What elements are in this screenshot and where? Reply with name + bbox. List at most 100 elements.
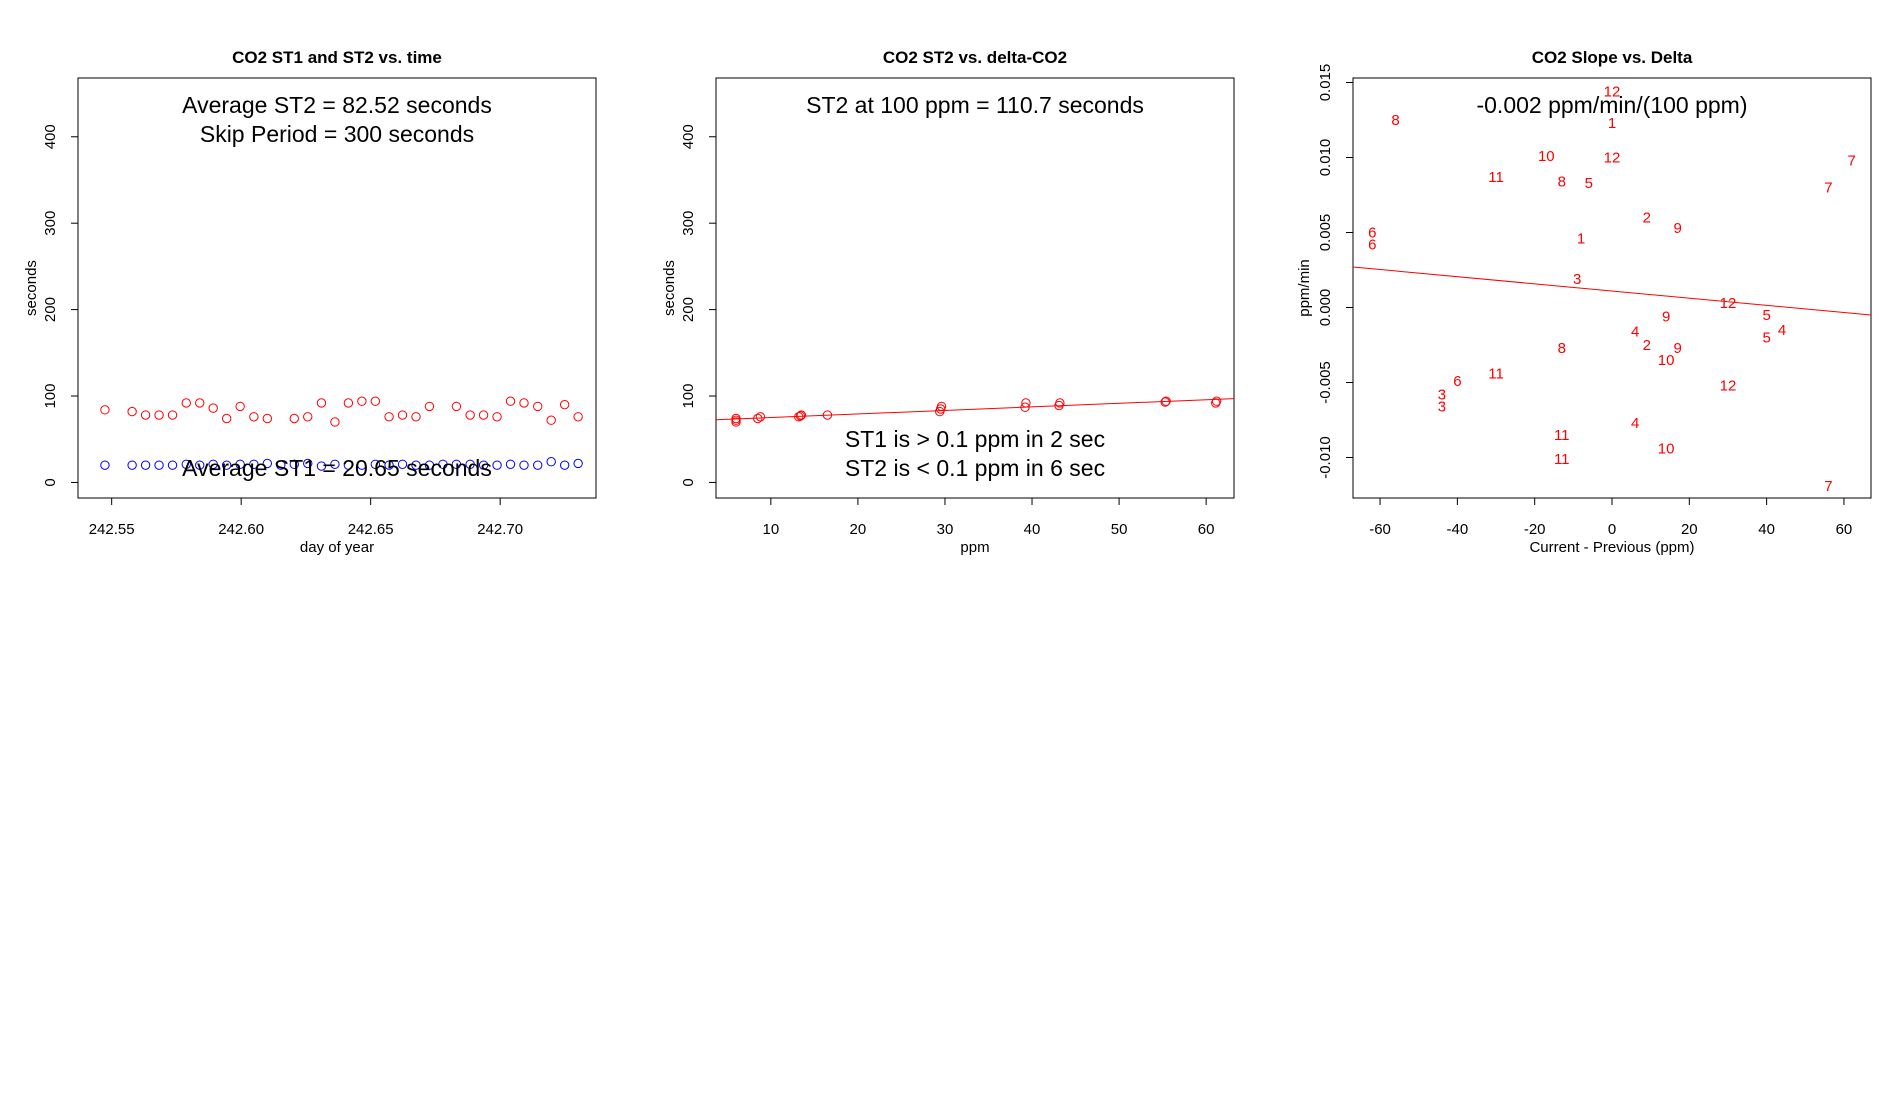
point-st2 (573, 412, 583, 422)
x-tick-label: 242.55 (89, 521, 135, 538)
point-st1 (492, 460, 502, 470)
point-st2 (519, 398, 529, 408)
point-label: 7 (1824, 180, 1832, 197)
y-tick-label: 0.010 (1317, 139, 1334, 177)
point-st2 (316, 398, 327, 408)
y-tick-label: 400 (680, 124, 697, 149)
point-st2 (330, 417, 340, 427)
point-st2 (167, 410, 178, 420)
point-label: 10 (1538, 148, 1555, 165)
point-st1 (573, 458, 583, 469)
point-label: 4 (1778, 322, 1786, 339)
x-axis-label: day of year (300, 539, 374, 556)
y-tick-label: 400 (42, 124, 59, 149)
point-st1 (140, 460, 151, 470)
point-st2 (127, 406, 137, 417)
st1-threshold-annotation: ST1 is > 0.1 ppm in 2 sec (845, 426, 1105, 452)
y-axis-label: ppm/min (1296, 259, 1313, 317)
point-st2 (794, 412, 804, 422)
x-axis-label: Current - Previous (ppm) (1529, 539, 1694, 556)
y-axis: 0 100 200 300 400 (42, 124, 79, 487)
y-axis-label: seconds (661, 260, 678, 316)
point-st2 (181, 398, 191, 408)
point-st2 (384, 412, 394, 422)
x-tick-label: 242.60 (218, 521, 264, 538)
x-tick-label: 30 (937, 521, 954, 538)
point-label: 9 (1674, 340, 1682, 357)
point-label: 11 (1554, 427, 1570, 444)
point-st1 (235, 459, 245, 469)
point-st2 (1160, 397, 1170, 407)
x-tick-label: 20 (1681, 521, 1698, 538)
point-label: 5 (1762, 307, 1770, 324)
point-st1 (411, 460, 421, 470)
y-axis: 0 100 200 300 400 (680, 124, 717, 487)
point-st1 (533, 460, 543, 470)
point-st2 (1055, 398, 1065, 408)
point-st2 (140, 410, 151, 420)
point-st2 (249, 412, 259, 422)
point-label: 10 (1658, 352, 1675, 369)
x-tick-label: 60 (1198, 521, 1215, 538)
point-st2 (465, 410, 475, 420)
point-st1 (154, 460, 164, 470)
regression-line (1352, 266, 1872, 316)
point-label: 1 (1577, 231, 1585, 248)
point-st1 (519, 460, 529, 470)
point-st1 (127, 460, 137, 470)
x-tick-label: 60 (1836, 521, 1853, 538)
point-st1 (221, 460, 232, 470)
point-label: 1 (1608, 115, 1616, 132)
point-label: 2 (1643, 210, 1651, 227)
x-tick-label: 0 (1608, 521, 1616, 538)
point-st2 (411, 412, 421, 422)
point-st2 (505, 396, 516, 406)
point-st2 (795, 411, 806, 421)
point-label: 11 (1488, 366, 1504, 383)
point-st2 (343, 398, 354, 408)
point-st2 (397, 410, 408, 420)
point-st1 (195, 460, 205, 470)
point-st2 (559, 399, 570, 410)
point-label: 6 (1368, 225, 1376, 242)
y-tick-label: 200 (680, 297, 697, 322)
point-st1 (330, 459, 340, 469)
x-tick-label: -40 (1447, 521, 1469, 538)
point-label: 11 (1554, 451, 1570, 468)
slope-annotation: -0.002 ppm/min/(100 ppm) (1476, 92, 1747, 118)
panel-title: CO2 ST1 and ST2 vs. time (232, 48, 442, 67)
point-st1 (167, 460, 178, 470)
y-tick-label: 100 (680, 384, 697, 409)
y-tick-label: -0.005 (1317, 361, 1334, 404)
point-label: 8 (1391, 112, 1399, 129)
point-label: 4 (1631, 415, 1639, 432)
point-st2 (1020, 402, 1030, 412)
x-axis-label: ppm (960, 539, 989, 556)
point-st1 (424, 460, 435, 470)
x-tick-label: 20 (850, 521, 867, 538)
point-st1 (478, 460, 489, 470)
point-label: 12 (1720, 295, 1737, 312)
fit-line (1352, 266, 1872, 316)
point-st2 (478, 410, 489, 420)
point-st1 (451, 459, 462, 469)
point-label: 10 (1658, 441, 1675, 458)
point-label: 5 (1762, 330, 1770, 347)
point-label: 3 (1438, 387, 1446, 404)
point-st2 (424, 401, 435, 412)
y-tick-label: -0.010 (1317, 436, 1334, 479)
point-st2 (755, 412, 766, 422)
point-st1 (208, 459, 218, 469)
y-tick-label: 300 (42, 211, 59, 236)
point-st1 (397, 459, 408, 469)
point-st2 (1021, 398, 1031, 408)
point-label: 12 (1604, 84, 1621, 101)
point-st2 (1161, 396, 1171, 406)
point-st2 (262, 413, 273, 424)
point-label: 6 (1368, 237, 1376, 254)
point-st1 (276, 460, 286, 470)
st2-threshold-annotation: ST2 is < 0.1 ppm in 6 sec (845, 455, 1105, 481)
point-st2 (753, 413, 763, 424)
